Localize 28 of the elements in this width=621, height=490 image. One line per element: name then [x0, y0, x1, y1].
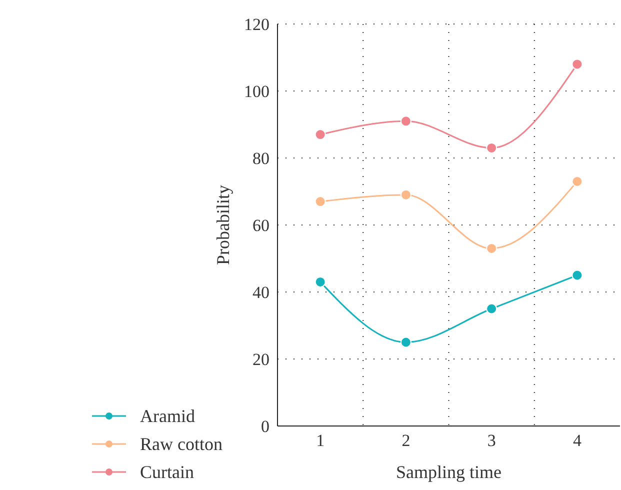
y-axis-title: Probability	[212, 185, 233, 265]
point	[314, 276, 326, 288]
y-tick-label: 60	[252, 216, 270, 236]
legend-label: Aramid	[140, 406, 195, 426]
y-tick-label: 40	[252, 283, 270, 302]
point	[486, 303, 498, 314]
legend-label: Raw cotton	[140, 434, 222, 454]
y-tick-label: 20	[252, 350, 270, 370]
point	[400, 189, 412, 200]
x-tick-label: 1	[316, 431, 325, 450]
y-tick-label: 120	[244, 15, 270, 34]
point	[572, 58, 583, 70]
point	[400, 336, 412, 348]
point	[486, 142, 498, 154]
x-axis-title: Sampling time	[396, 462, 502, 482]
point	[314, 196, 326, 208]
point	[400, 116, 412, 127]
point	[486, 242, 498, 254]
x-tick-label: 4	[572, 431, 582, 450]
x-tick-label: 3	[487, 431, 496, 450]
y-tick-label: 80	[252, 149, 270, 168]
y-tick-label: 0	[261, 417, 270, 436]
point	[572, 176, 583, 187]
point	[314, 129, 326, 140]
legend-label: Curtain	[140, 462, 194, 482]
x-tick-label: 2	[402, 431, 410, 450]
point	[572, 270, 583, 281]
y-tick-label: 100	[244, 82, 270, 102]
